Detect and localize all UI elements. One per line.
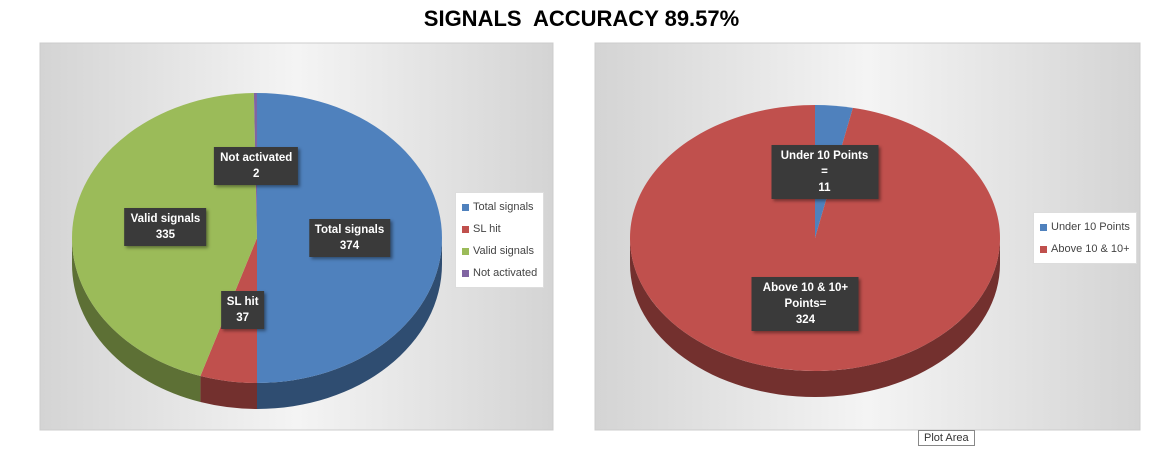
page-title: SIGNALS ACCURACY 89.57% (423, 6, 740, 31)
data-label: Not activated 2 (214, 146, 299, 185)
data-label-name: Not activated (220, 151, 293, 164)
data-label-value: 2 (253, 167, 260, 180)
data-label: SL hit 37 (220, 290, 265, 329)
legend: Total signals SL hit Valid signals Not acti… (455, 192, 545, 288)
legend-label: Above 10 & 10+ (1051, 243, 1130, 255)
data-label: Valid signals 335 (124, 208, 207, 247)
legend-label: Valid signals (473, 245, 534, 257)
data-label-name: Above 10 & 10+ Points= (762, 282, 849, 311)
legend-swatch (462, 203, 469, 211)
legend-label: Total signals (473, 201, 534, 213)
legend-swatch (1040, 223, 1047, 231)
legend-item: Not activated (462, 262, 537, 284)
data-label-name: Valid signals (130, 213, 201, 226)
data-label-name: Total signals (314, 224, 385, 236)
slice-side (72, 238, 201, 403)
data-label-value: 335 (155, 229, 176, 242)
legend-item: SL hit (462, 218, 537, 240)
slice-side (200, 376, 257, 409)
legend-swatch (462, 247, 469, 255)
legend-item: Total signals (462, 196, 537, 218)
tooltip: Plot Area (918, 430, 975, 446)
slice (630, 105, 1001, 371)
legend-swatch (462, 269, 469, 277)
data-label-value: 37 (236, 311, 250, 324)
data-label-name: SL hit (226, 295, 259, 308)
legend-label: Not activated (473, 267, 538, 279)
data-label-value: 324 (795, 314, 816, 327)
legend-swatch (462, 225, 469, 233)
data-label: Under 10 Points = 11 (771, 144, 879, 199)
data-label-value: 374 (339, 240, 360, 252)
legend-item: Above 10 & 10+ (1040, 238, 1130, 260)
data-label: Total signals 374 (308, 219, 391, 257)
slice-side (257, 238, 442, 409)
slice-side (630, 238, 1000, 397)
data-label-name: Under 10 Points = (780, 149, 869, 178)
legend-label: SL hit (473, 223, 501, 235)
legend: Under 10 Points Above 10 & 10+ (1033, 212, 1137, 264)
legend-item: Valid signals (462, 240, 537, 262)
legend-label: Under 10 Points (1051, 221, 1130, 233)
legend-swatch (1040, 245, 1047, 253)
data-label-value: 11 (818, 181, 831, 194)
legend-item: Under 10 Points (1040, 216, 1130, 238)
data-label: Above 10 & 10+ Points= 324 (751, 277, 859, 332)
